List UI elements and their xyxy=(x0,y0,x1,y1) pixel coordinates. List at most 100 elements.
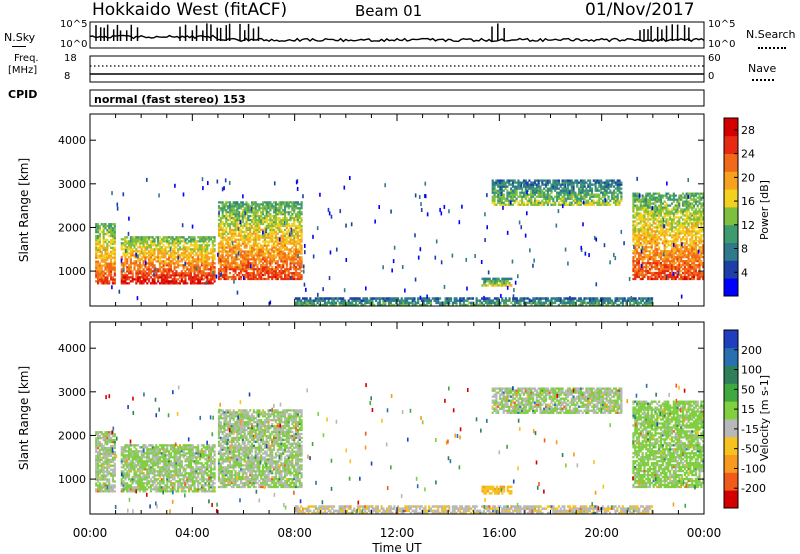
heat-cell xyxy=(131,238,134,241)
heat-cell xyxy=(111,227,115,230)
heat-cell xyxy=(227,266,230,269)
heat-cell xyxy=(648,212,652,215)
heat-cell xyxy=(202,258,205,261)
heat-cell xyxy=(674,194,677,197)
heat-cell xyxy=(605,297,608,300)
heat-cell xyxy=(672,200,675,203)
heat-cell xyxy=(127,240,131,243)
heat-cell xyxy=(539,297,542,300)
heat-cell xyxy=(643,256,646,259)
heat-cell xyxy=(182,266,185,269)
heat-cell xyxy=(652,206,655,209)
heat-cell xyxy=(669,214,672,217)
heat-cell xyxy=(639,208,642,211)
heat-cell xyxy=(678,250,681,253)
heat-cell xyxy=(504,301,507,305)
heat-cell xyxy=(650,252,653,255)
heat-cell xyxy=(369,301,372,305)
heat-cell xyxy=(618,297,621,300)
heat-cell xyxy=(217,244,221,247)
heat-cell xyxy=(404,301,407,305)
heat-cell xyxy=(129,236,132,239)
heat-cell xyxy=(535,195,538,198)
heat-cell xyxy=(197,274,200,277)
heat-cell xyxy=(305,301,308,305)
heat-cell xyxy=(565,197,568,200)
heat-cell xyxy=(676,234,679,237)
heat-cell xyxy=(200,254,203,257)
heat-cell xyxy=(669,204,672,207)
heat-cell xyxy=(652,236,655,239)
heat-cell xyxy=(135,236,138,239)
heat-cell xyxy=(120,248,123,251)
heat-cell xyxy=(148,272,151,275)
heat-cell xyxy=(295,207,298,210)
heat-cell xyxy=(193,272,196,275)
heat-cell xyxy=(661,240,664,243)
heat-cell xyxy=(632,196,635,199)
heat-cell xyxy=(544,201,548,204)
heat-cell xyxy=(164,282,167,285)
heat-cell xyxy=(570,179,573,182)
heat-cell xyxy=(151,278,154,281)
heat-cell xyxy=(98,225,101,228)
heat-cell xyxy=(300,201,303,204)
heat-cell xyxy=(543,301,546,305)
heat-cell xyxy=(256,234,259,237)
heat-cell xyxy=(641,244,644,247)
heat-cell xyxy=(274,266,277,269)
heat-cell xyxy=(104,258,107,261)
heat-cell xyxy=(650,267,653,271)
heat-cell xyxy=(612,195,616,198)
heat-cell xyxy=(300,234,303,237)
heat-cell xyxy=(409,301,412,305)
heat-cell xyxy=(258,275,261,279)
heat-cell xyxy=(135,280,138,283)
heat-cell xyxy=(120,278,123,281)
heat-cell xyxy=(654,216,657,219)
heat-cell xyxy=(202,278,205,281)
heat-cell xyxy=(636,252,639,255)
heat-cell xyxy=(526,187,529,190)
heat-cell xyxy=(250,252,254,255)
heat-cell xyxy=(245,273,248,277)
heat-cell xyxy=(672,234,675,237)
heat-cell xyxy=(605,299,608,302)
heat-cell xyxy=(191,266,194,269)
heat-cell xyxy=(574,197,577,200)
heat-cell xyxy=(219,218,222,222)
heat-cell xyxy=(263,209,266,212)
heat-cell xyxy=(314,303,317,307)
heat-cell xyxy=(133,260,136,263)
heat-cell xyxy=(249,211,252,214)
heat-cell xyxy=(629,303,632,307)
heat-cell xyxy=(177,274,180,277)
heat-cell xyxy=(142,276,145,279)
heat-cell xyxy=(153,270,156,273)
heat-cell xyxy=(122,248,125,251)
heat-cell xyxy=(211,260,214,263)
heat-cell xyxy=(634,212,637,215)
heat-cell xyxy=(276,211,279,214)
heat-cell xyxy=(532,183,535,186)
heat-cell xyxy=(287,268,290,271)
heat-cell xyxy=(670,230,674,233)
heat-cell xyxy=(344,303,347,307)
heat-cell xyxy=(245,238,248,241)
heat-cell xyxy=(492,277,495,281)
heat-cell xyxy=(323,301,327,305)
heat-cell xyxy=(98,256,101,259)
heat-cell xyxy=(138,254,142,257)
heat-cell xyxy=(404,303,407,307)
heat-cell xyxy=(665,194,668,197)
heat-cell xyxy=(164,246,167,249)
heat-cell xyxy=(546,299,549,302)
heat-cell xyxy=(148,238,151,241)
heat-cell xyxy=(241,213,244,216)
heat-cell xyxy=(228,254,232,257)
heat-cell xyxy=(665,256,668,259)
heat-cell xyxy=(639,256,642,259)
heat-cell xyxy=(530,303,533,307)
heat-cell xyxy=(254,222,257,226)
heat-cell xyxy=(437,297,440,300)
